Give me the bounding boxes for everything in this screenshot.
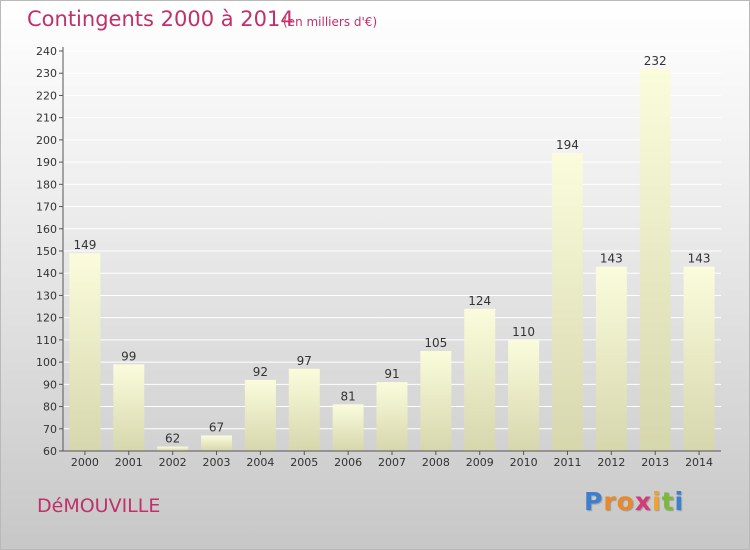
x-tick-label: 2007 bbox=[378, 456, 406, 469]
data-label: 67 bbox=[209, 420, 224, 434]
proxiti-logo: Proxiti bbox=[584, 487, 684, 516]
x-tick-label: 2006 bbox=[334, 456, 362, 469]
data-label: 149 bbox=[73, 238, 96, 252]
bar bbox=[69, 253, 101, 451]
data-label: 124 bbox=[468, 294, 491, 308]
x-tick-label: 2012 bbox=[597, 456, 625, 469]
y-tick-label: 170 bbox=[36, 201, 57, 214]
y-tick-label: 230 bbox=[36, 67, 57, 80]
bar bbox=[244, 379, 276, 451]
y-tick-label: 180 bbox=[36, 178, 57, 191]
data-label: 143 bbox=[688, 252, 711, 266]
logo-letter: P bbox=[584, 487, 604, 516]
logo-letter: o bbox=[616, 487, 635, 516]
chart-title: Contingents 2000 à 2014 bbox=[27, 7, 294, 31]
bar bbox=[551, 153, 583, 451]
data-label: 62 bbox=[165, 432, 180, 446]
y-tick-label: 110 bbox=[36, 334, 57, 347]
data-label: 97 bbox=[297, 354, 312, 368]
data-label: 143 bbox=[600, 252, 623, 266]
y-tick-label: 130 bbox=[36, 289, 57, 302]
axes: 60 70 80 90 100 110 120 130 140 150 160 170 180 190 20… bbox=[36, 45, 721, 469]
data-label: 232 bbox=[644, 54, 667, 68]
x-tick-label: 2014 bbox=[685, 456, 713, 469]
bar bbox=[288, 368, 320, 451]
y-tick-label: 220 bbox=[36, 89, 57, 102]
bar bbox=[201, 435, 233, 451]
y-tick-label: 190 bbox=[36, 156, 57, 169]
data-label: 105 bbox=[424, 336, 447, 350]
data-label: 110 bbox=[512, 325, 535, 339]
bar bbox=[508, 339, 540, 451]
y-tick-label: 200 bbox=[36, 134, 57, 147]
x-tick-label: 2011 bbox=[553, 456, 581, 469]
y-tick-label: 120 bbox=[36, 312, 57, 325]
x-tick-label: 2000 bbox=[71, 456, 99, 469]
y-tick-label: 90 bbox=[43, 378, 57, 391]
x-tick-label: 2001 bbox=[115, 456, 143, 469]
y-tick-label: 140 bbox=[36, 267, 57, 280]
x-tick-label: 2004 bbox=[246, 456, 274, 469]
y-tick-label: 100 bbox=[36, 356, 57, 369]
data-label: 194 bbox=[556, 138, 579, 152]
x-tick-label: 2008 bbox=[422, 456, 450, 469]
x-tick-label: 2003 bbox=[203, 456, 231, 469]
bars: 149 99 62 67 92 97 81 91 105 124 110 194 143 232 143 bbox=[69, 54, 715, 452]
y-tick-label: 150 bbox=[36, 245, 57, 258]
data-label: 81 bbox=[340, 389, 355, 403]
bar bbox=[376, 382, 408, 451]
data-label: 92 bbox=[253, 365, 268, 379]
x-tick-label: 2009 bbox=[466, 456, 494, 469]
logo-letter: t bbox=[661, 487, 675, 516]
chart-subtitle: (en milliers d'€) bbox=[283, 15, 378, 29]
y-tick-label: 80 bbox=[43, 401, 57, 414]
y-tick-label: 70 bbox=[43, 423, 57, 436]
y-tick-label: 60 bbox=[43, 445, 57, 458]
logo-letter: r bbox=[603, 487, 617, 516]
logo-letter: i bbox=[652, 487, 662, 516]
x-tick-label: 2002 bbox=[159, 456, 187, 469]
bar bbox=[332, 404, 364, 451]
bar bbox=[683, 266, 715, 451]
bar bbox=[113, 364, 145, 451]
logo-letter: x bbox=[634, 487, 652, 516]
y-tick-label: 210 bbox=[36, 112, 57, 125]
x-tick-label: 2010 bbox=[510, 456, 538, 469]
bar bbox=[595, 266, 627, 451]
logo-letter: i bbox=[674, 487, 685, 516]
bar bbox=[420, 351, 452, 451]
bar bbox=[464, 308, 496, 451]
bar bbox=[639, 68, 671, 452]
data-label: 91 bbox=[384, 367, 399, 381]
data-label: 99 bbox=[121, 349, 136, 363]
x-tick-label: 2005 bbox=[290, 456, 318, 469]
y-tick-label: 160 bbox=[36, 223, 57, 236]
bar bbox=[157, 446, 189, 451]
x-tick-label: 2013 bbox=[641, 456, 669, 469]
commune-name: DéMOUVILLE bbox=[37, 495, 161, 517]
y-tick-label: 240 bbox=[36, 45, 57, 58]
